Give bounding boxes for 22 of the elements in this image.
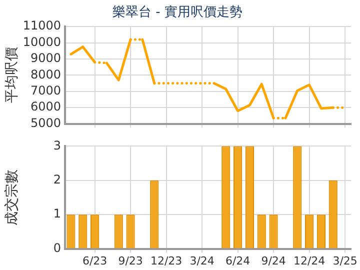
y-tick-label: 8000 bbox=[30, 67, 61, 82]
x-tick-label: 6/23 bbox=[82, 254, 108, 268]
y-tick-label: 3 bbox=[53, 138, 61, 152]
y-tick-label: 1 bbox=[53, 206, 61, 221]
x-tick-label: 6/24 bbox=[225, 254, 250, 268]
x-tick-label: 9/23 bbox=[118, 254, 143, 268]
x-tick-label: 9/24 bbox=[261, 254, 286, 268]
x-tick-label: 3/25 bbox=[332, 254, 358, 268]
y-tick-label: 5000 bbox=[30, 116, 61, 130]
y-tick-label: 9000 bbox=[30, 51, 61, 66]
y-tick-label: 6000 bbox=[30, 100, 61, 114]
y-tick-label: 0 bbox=[53, 240, 61, 255]
y-tick-label: 7000 bbox=[30, 84, 61, 98]
y-tick-label: 11000 bbox=[22, 18, 61, 33]
x-tick-label: 3/24 bbox=[190, 254, 214, 268]
y-axis-title: 成交宗數 bbox=[4, 170, 20, 226]
chart-title: 樂翠台 - 實用呎價走勢 bbox=[112, 5, 242, 20]
x-tick-label: 12/24 bbox=[293, 254, 326, 268]
y-axis-title: 平均呎價 bbox=[4, 47, 20, 104]
y-tick-label: 10000 bbox=[22, 34, 61, 49]
y-tick-label: 2 bbox=[53, 172, 61, 187]
x-tick-label: 12/23 bbox=[150, 254, 182, 268]
